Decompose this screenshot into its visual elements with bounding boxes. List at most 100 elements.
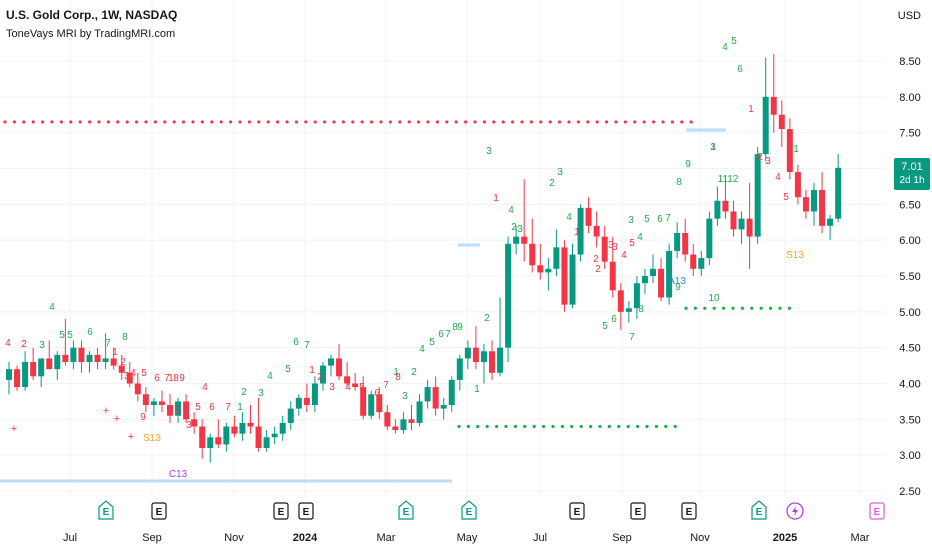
candle-body[interactable] [819,190,826,226]
candle-body[interactable] [295,397,302,409]
candle-body[interactable] [384,412,391,427]
candle-body[interactable] [110,358,117,366]
earnings-marker[interactable] [461,500,477,520]
candle-body[interactable] [336,358,343,377]
candle-body[interactable] [738,218,745,230]
candle-body[interactable] [505,243,512,348]
candle-body[interactable] [489,351,495,373]
candle-body[interactable] [263,437,270,448]
candle-body[interactable] [472,347,479,362]
candle-body[interactable] [38,358,45,377]
candle-body[interactable] [601,236,608,262]
candle-body[interactable] [625,308,632,312]
candle-body[interactable] [183,401,190,420]
candle-body[interactable] [118,365,125,373]
candle-body[interactable] [561,247,568,305]
candle-body[interactable] [303,397,310,405]
candle-body[interactable] [609,261,616,291]
candle-body[interactable] [714,200,721,219]
candle-body[interactable] [368,394,375,416]
candle-body[interactable] [239,422,246,434]
candle-body[interactable] [167,405,173,416]
candle-body[interactable] [94,354,101,362]
candle-body[interactable] [811,190,817,212]
candle-body[interactable] [682,233,689,255]
symbol-title[interactable]: U.S. Gold Corp., 1W, NASDAQ [6,8,178,22]
candle-body[interactable] [762,96,769,155]
candle-body[interactable] [730,211,737,230]
candle-body[interactable] [352,383,359,388]
candle-body[interactable] [746,218,753,237]
candle-body[interactable] [231,426,238,434]
candle-body[interactable] [279,422,286,434]
candle-body[interactable] [408,419,415,423]
candle-body[interactable] [207,437,214,448]
candle-body[interactable] [199,426,206,449]
candle-body[interactable] [400,419,407,431]
candle-body[interactable] [658,268,665,298]
candle-body[interactable] [754,154,761,237]
candle-body[interactable] [175,401,182,416]
earnings-marker[interactable] [681,502,697,520]
candle-body[interactable] [62,354,69,362]
candle-body[interactable] [392,426,399,431]
candle-body[interactable] [158,401,165,405]
earnings-marker[interactable] [569,502,585,520]
candle-body[interactable] [650,268,656,276]
candle-body[interactable] [577,207,584,255]
candle-body[interactable] [674,233,681,251]
candle-body[interactable] [722,200,729,212]
candle-body[interactable] [126,372,133,384]
candle-body[interactable] [271,433,278,438]
candle-body[interactable] [666,250,673,298]
candle-body[interactable] [786,129,793,173]
candle-body[interactable] [480,351,487,362]
candle-body[interactable] [569,254,576,305]
candle-body[interactable] [54,354,61,370]
earnings-marker[interactable] [273,502,289,520]
candle-body[interactable] [802,197,809,212]
candle-body[interactable] [690,254,697,269]
candle-body[interactable] [794,172,801,198]
candle-body[interactable] [585,207,592,226]
candle-body[interactable] [319,365,326,384]
candle-body[interactable] [497,347,504,373]
candle-body[interactable] [513,236,520,244]
candle-body[interactable] [827,218,834,226]
candle-body[interactable] [142,394,149,405]
candle-body[interactable] [360,387,367,416]
candle-body[interactable] [416,401,423,423]
candle-body[interactable] [86,354,93,362]
candle-body[interactable] [376,394,383,413]
earnings-marker[interactable] [298,502,314,520]
candle-body[interactable] [835,167,842,219]
candle-body[interactable] [529,243,536,266]
candle-body[interactable] [223,426,230,445]
candle-body[interactable] [464,347,471,359]
earnings-marker[interactable] [398,500,414,520]
candle-body[interactable] [215,437,222,445]
candle-body[interactable] [191,419,198,427]
candle-body[interactable] [545,268,552,273]
earnings-marker[interactable] [151,502,167,520]
earnings-marker[interactable] [98,500,114,520]
candle-body[interactable] [698,258,705,269]
candle-body[interactable] [706,218,713,259]
candle-body[interactable] [6,369,12,380]
candle-body[interactable] [30,362,37,377]
candle-body[interactable] [617,290,624,312]
candle-body[interactable] [328,358,334,366]
candle-body[interactable] [311,383,318,406]
candle-body[interactable] [448,379,455,405]
candle-body[interactable] [537,265,544,273]
candle-body[interactable] [456,358,463,380]
candle-body[interactable] [14,369,21,388]
candle-body[interactable] [424,387,431,402]
candle-body[interactable] [553,247,560,269]
candle-body[interactable] [150,401,157,405]
earnings-marker[interactable] [630,502,646,520]
candle-body[interactable] [22,362,29,388]
candle-body[interactable] [778,114,785,130]
candle-body[interactable] [344,376,351,384]
